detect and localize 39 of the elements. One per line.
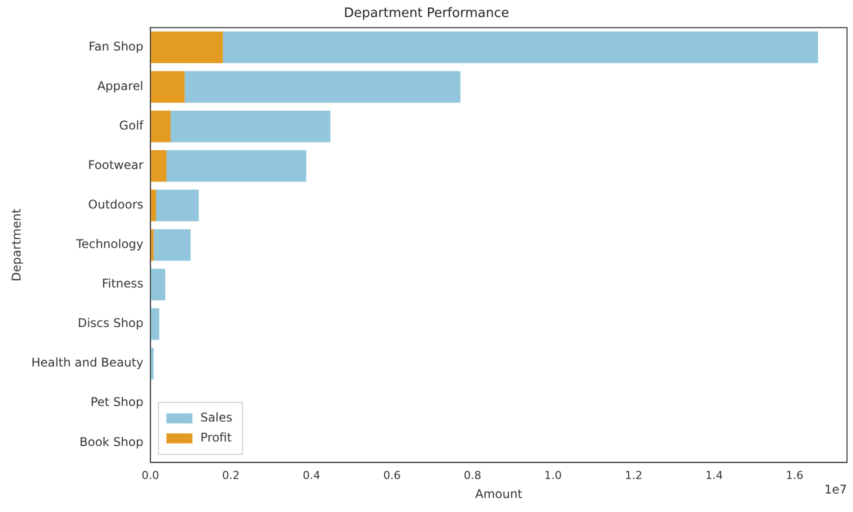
y-axis-title: Department [9,208,24,282]
y-tick-label: Pet Shop [90,395,144,410]
y-tick-label: Fan Shop [88,39,144,54]
x-tick-label: 0.8 [464,468,482,482]
x-tick-label: 1.2 [624,468,642,482]
bar [150,308,160,340]
y-tick-label: Footwear [88,158,144,172]
x-tick-label: 1.6 [786,468,804,482]
bar [150,150,166,182]
bar [184,71,460,103]
chart-title: Department Performance [344,6,510,22]
y-tick-label: Fitness [102,276,144,291]
x-tick-label: 0.6 [383,468,401,482]
y-tick-label: Discs Shop [78,316,144,330]
y-tick-label: Health and Beauty [31,356,144,370]
bar [150,190,156,222]
x-tick-label: 0.2 [222,468,240,482]
y-tick-label: Outdoors [88,198,144,212]
x-tick-label: 1.4 [705,468,723,482]
bar [150,268,166,300]
y-tick-label: Technology [75,237,144,252]
bar [150,32,223,64]
bar [150,110,171,142]
x-axis-title: Amount [475,486,523,501]
legend-label: Profit [200,430,232,445]
x-tick-label: 1.0 [544,468,562,482]
legend-label: Sales [200,410,232,425]
bar [156,190,199,222]
x-tick-label: 0.4 [302,468,320,482]
x-tick-label: 0.0 [142,468,160,482]
bar [150,71,185,103]
bar [166,150,306,182]
bar [170,110,330,142]
text: 1e7 [824,482,847,497]
bar [222,32,818,64]
y-tick-label: Book Shop [80,434,144,449]
bar [154,229,191,261]
y-tick-label: Apparel [97,79,144,94]
y-tick-label: Golf [119,118,144,133]
